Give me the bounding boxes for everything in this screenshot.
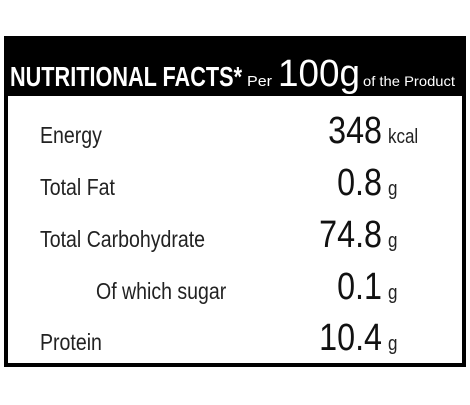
- header-title: NUTRITIONAL FACTS*: [10, 61, 242, 92]
- row-label: Protein: [40, 330, 102, 356]
- row-value: 10.4: [319, 317, 382, 359]
- row-value: 74.8: [319, 214, 382, 256]
- row-unit: g: [388, 281, 397, 304]
- header-bar: [6, 38, 464, 96]
- row-unit: g: [388, 229, 397, 252]
- header-per: Per: [247, 73, 272, 90]
- row-value: 0.1: [337, 266, 382, 308]
- rows: Energy 348 kcal Total Fat 0.8 g Total Carbohyd…: [40, 110, 418, 359]
- row-label: Total Carbohydrate: [40, 227, 205, 253]
- header-suffix: of the Product: [363, 73, 455, 89]
- row-label: Energy: [40, 123, 102, 149]
- row-unit: g: [388, 332, 397, 355]
- row-label: Of which sugar: [96, 279, 226, 305]
- row-unit: g: [388, 177, 397, 200]
- row-label: Total Fat: [40, 175, 115, 201]
- row-value: 0.8: [337, 162, 382, 204]
- header-amount: 100g: [278, 53, 360, 95]
- row-unit: kcal: [388, 125, 418, 148]
- row-value: 348: [328, 110, 382, 152]
